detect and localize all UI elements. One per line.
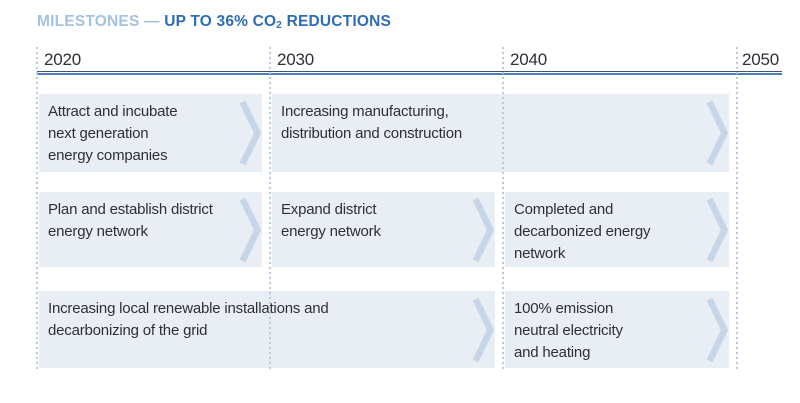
chevron-right-icon (706, 196, 728, 264)
milestone-box-plan-network: Plan and establish district energy netwo… (39, 192, 262, 267)
timeline-gridline-2050 (736, 46, 738, 370)
chevron-right-icon (239, 196, 261, 264)
chevron-right-icon (706, 99, 728, 167)
milestone-text: Completed and decarbonized energy networ… (514, 201, 651, 262)
timeline-gridline-2030 (269, 46, 271, 370)
chevron-right-icon (472, 296, 494, 364)
title-light-part: MILESTONES — (37, 13, 160, 30)
milestone-box-completed-network: Completed and decarbonized energy networ… (505, 192, 729, 267)
chevron-right-icon (472, 196, 494, 264)
milestone-box-incubate: Attract and incubate next generation ene… (39, 94, 262, 172)
timeline-axis-blue-rule (37, 73, 782, 75)
milestone-box-emission-neutral: 100% emission neutral electricity and he… (505, 291, 729, 368)
page-title: MILESTONES — UP TO 36% CO2 REDUCTIONS (37, 13, 391, 31)
title-dark-part: UP TO 36% CO (159, 13, 277, 30)
milestone-text: 100% emission neutral electricity and he… (514, 300, 623, 361)
timeline-year-2020: 2020 (44, 50, 82, 69)
milestone-text: Attract and incubate next generation ene… (48, 103, 178, 164)
chevron-right-icon (706, 296, 728, 364)
milestone-text: Expand district energy network (281, 201, 381, 240)
milestone-text: Increasing manufacturing, distribution a… (281, 103, 462, 142)
timeline-year-2040: 2040 (510, 50, 548, 69)
milestone-box-manufacturing: Increasing manufacturing, distribution a… (272, 94, 729, 172)
timeline-gridline-2040 (502, 46, 504, 370)
title-co2-subscript: 2 (276, 20, 283, 31)
timeline-gridline-2020 (36, 46, 38, 370)
milestone-text: Plan and establish district energy netwo… (48, 201, 213, 240)
milestone-box-expand-network: Expand district energy network (272, 192, 495, 267)
milestone-box-renewables: Increasing local renewable installations… (39, 291, 495, 368)
timeline-axis-dark-rule (37, 71, 782, 72)
timeline-year-2030: 2030 (277, 50, 315, 69)
timeline-year-2050: 2050 (742, 50, 780, 69)
milestone-text: Increasing local renewable installations… (48, 300, 329, 339)
title-dark-part-2: REDUCTIONS (282, 13, 392, 30)
chevron-right-icon (239, 99, 261, 167)
